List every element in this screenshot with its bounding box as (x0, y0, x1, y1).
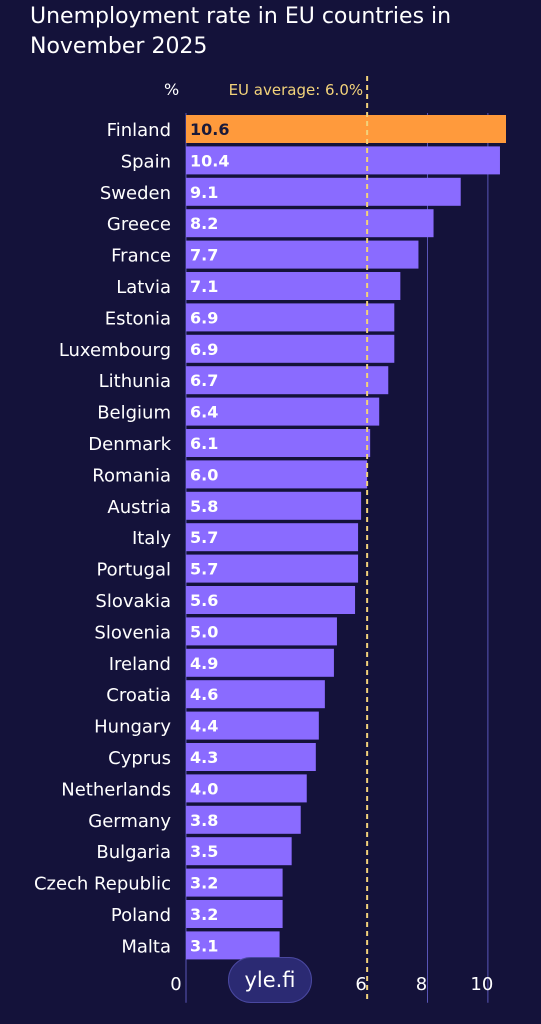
bar-value-label: 4.4 (190, 717, 218, 736)
bar (186, 146, 500, 175)
category-label: Czech Republic (34, 874, 171, 895)
bar-value-label: 6.0 (190, 465, 218, 484)
bar-value-label: 5.0 (190, 622, 218, 641)
category-label: Hungary (94, 717, 171, 738)
bar (186, 272, 401, 300)
x-tick-label: 10 (470, 974, 493, 995)
category-label: Bulgaria (96, 842, 171, 863)
category-label: Poland (111, 905, 171, 926)
bar-value-label: 7.1 (190, 277, 218, 296)
x-tick-label: 6 (355, 974, 366, 995)
bar-value-label: 6.9 (190, 340, 218, 359)
bar (186, 554, 359, 583)
category-label: Lithunia (99, 371, 171, 392)
bar (186, 429, 371, 457)
category-label: Finland (107, 120, 171, 141)
category-label: Slovakia (95, 591, 171, 612)
average-line-group: EU average: 6.0% (229, 76, 369, 1003)
bar-value-label: 3.2 (190, 874, 218, 893)
bar (186, 460, 368, 489)
bar-value-label: 3.2 (190, 905, 218, 924)
category-label: Italy (132, 528, 171, 549)
bar-value-label: 5.8 (190, 497, 218, 516)
category-label: Ireland (109, 654, 171, 675)
category-label: Croatia (106, 685, 171, 706)
bar (186, 617, 337, 646)
bar-value-label: 3.8 (190, 811, 218, 830)
category-label: Sweden (100, 183, 171, 204)
category-label: Slovenia (94, 622, 171, 643)
bar-value-label: 5.7 (190, 560, 218, 579)
category-label: France (111, 246, 171, 267)
category-label: Portugal (96, 560, 171, 581)
bar-value-label: 4.6 (190, 685, 218, 704)
bar-value-label: 5.7 (190, 528, 218, 547)
bar (186, 491, 362, 520)
bar-value-label: 9.1 (190, 183, 218, 202)
category-label: Malta (121, 936, 171, 957)
bar-value-label: 4.0 (190, 779, 218, 798)
category-label: Austria (107, 497, 171, 518)
x-tick-label: 8 (416, 974, 427, 995)
average-label: EU average: 6.0% (229, 81, 364, 99)
bar (186, 931, 280, 960)
bar (186, 743, 316, 771)
bar-value-label: 6.9 (190, 308, 218, 327)
bar (186, 648, 334, 677)
category-label: Belgium (97, 403, 171, 424)
category-label: Latvia (116, 277, 171, 298)
category-label: Luxembourg (59, 340, 171, 361)
bar-value-label: 7.7 (190, 246, 218, 265)
bar (186, 523, 359, 552)
bar (186, 115, 506, 143)
bar (186, 900, 283, 928)
x-tick-label: 0 (170, 974, 181, 995)
bar-value-label: 6.4 (190, 403, 218, 422)
bar-value-label: 10.6 (190, 120, 229, 139)
bar-value-label: 8.2 (190, 214, 218, 233)
category-label: Cyprus (108, 748, 171, 769)
bar-value-label: 4.3 (190, 748, 218, 767)
category-label: Denmark (88, 434, 171, 455)
bar-value-label: 6.1 (190, 434, 218, 453)
unit-label: % (164, 80, 179, 99)
category-label: Greece (107, 214, 171, 235)
bar (186, 680, 325, 709)
x-axis-ticks: 0 6 8 10 (170, 974, 493, 995)
bar (186, 868, 283, 897)
bar (186, 240, 419, 269)
category-label: Romania (92, 465, 171, 486)
bar (186, 805, 301, 834)
bar-value-label: 5.6 (190, 591, 218, 610)
bar (186, 586, 356, 614)
chart-title: Unemployment rate in EU countries in Nov… (30, 4, 452, 59)
bar (186, 837, 292, 866)
bars: 10.6 10.4 9.1 8.2 7.7 7.1 6.9 6.9 6.7 6.4 6.1 6.0 5.… (186, 115, 506, 960)
bar (186, 711, 319, 740)
bar-value-label: 3.1 (190, 936, 218, 955)
bar-value-label: 10.4 (190, 151, 229, 170)
bar-value-label: 6.7 (190, 371, 218, 390)
bar (186, 366, 389, 395)
bar (186, 334, 395, 363)
category-label: Germany (88, 811, 171, 832)
category-label: Netherlands (61, 779, 171, 800)
category-label: Estonia (105, 308, 171, 329)
bar-value-label: 4.9 (190, 654, 218, 673)
bar (186, 303, 395, 332)
bar (186, 397, 380, 426)
bar (186, 177, 461, 206)
bar (186, 209, 434, 238)
bar (186, 774, 307, 803)
category-labels: Finland Spain Sweden Greece France Latvia Esto… (34, 120, 172, 957)
bar-value-label: 3.5 (190, 842, 218, 861)
brand-badge: yle.fi (228, 957, 312, 1003)
category-label: Spain (121, 151, 171, 172)
